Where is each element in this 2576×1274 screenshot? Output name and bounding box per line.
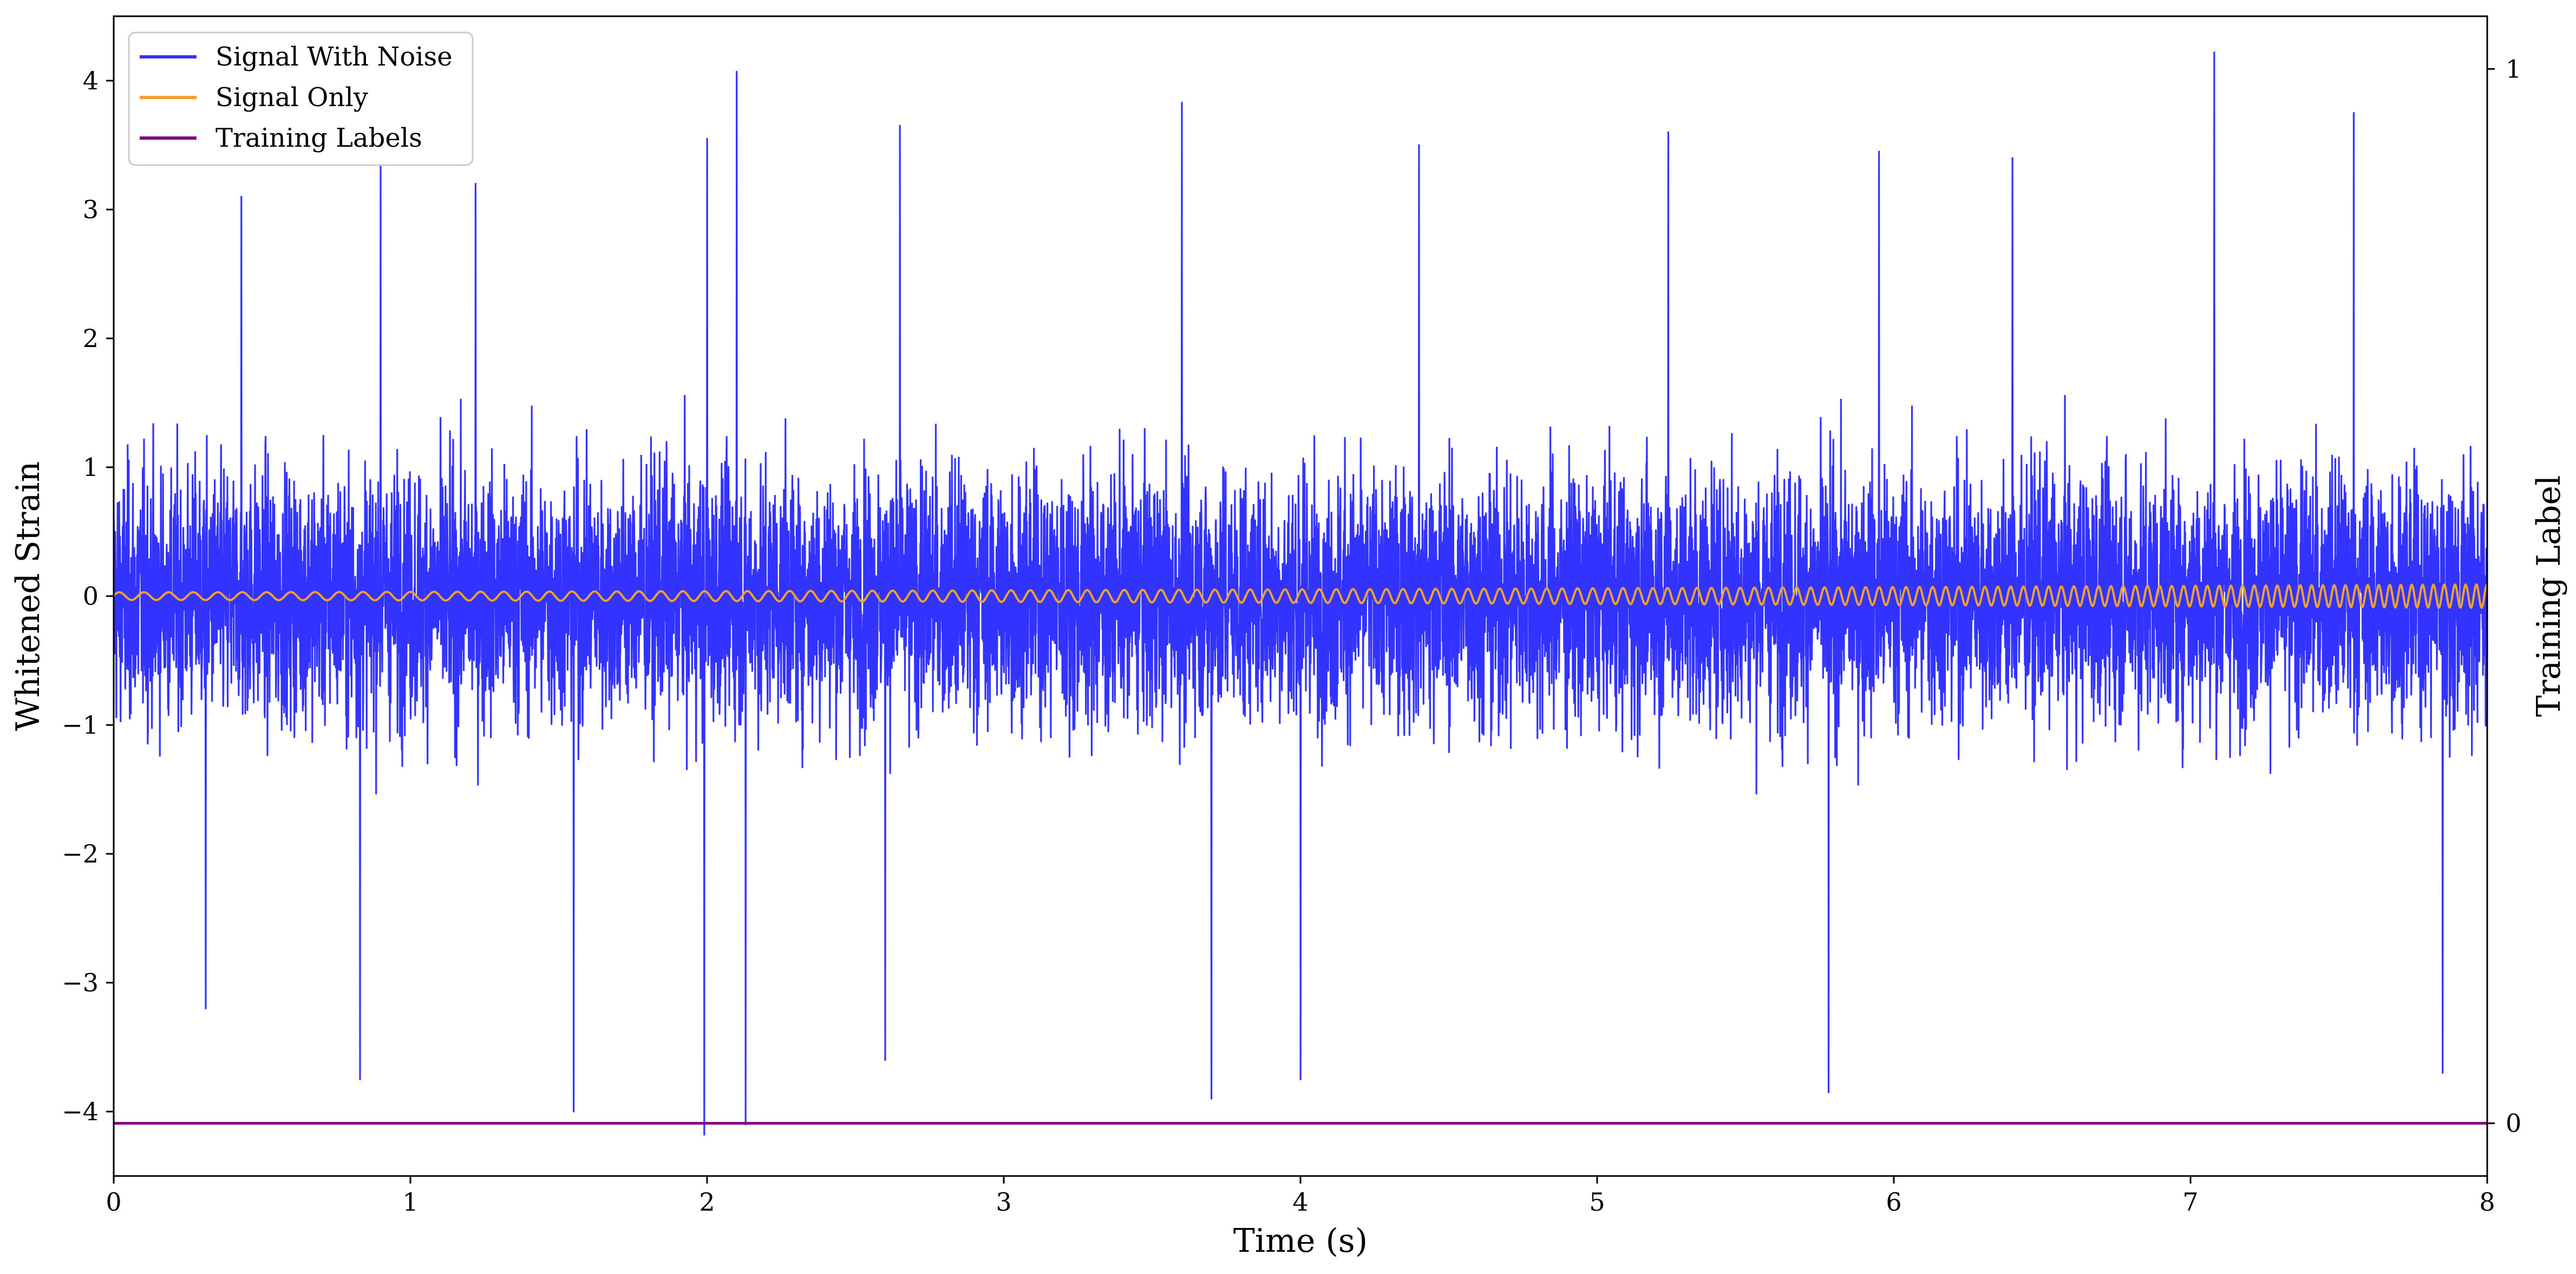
x-tick-label: 6 bbox=[1886, 1187, 1901, 1217]
x-tick-label: 4 bbox=[1292, 1187, 1308, 1217]
y-tick-label: 2 bbox=[83, 324, 99, 353]
legend-entry-signal: Signal Only bbox=[215, 82, 368, 113]
y-tick-label: −2 bbox=[62, 839, 99, 868]
x-axis-ticks: 0 1 2 3 4 5 6 7 8 bbox=[106, 1176, 2495, 1217]
signal-with-noise-series bbox=[113, 51, 2488, 1136]
y-tick-label: −1 bbox=[62, 710, 99, 740]
y-tick-label: 0 bbox=[83, 582, 99, 611]
legend-entry-noise: Signal With Noise bbox=[215, 42, 453, 72]
signal-only-series bbox=[113, 583, 2488, 610]
x-tick-label: 5 bbox=[1589, 1187, 1605, 1217]
y-axis-label: Whitened Strain bbox=[9, 461, 47, 731]
y2-axis-ticks: 01 bbox=[2487, 54, 2521, 1138]
y-tick-label: 4 bbox=[83, 66, 99, 95]
x-tick-label: 8 bbox=[2479, 1187, 2495, 1217]
x-axis-label: Time (s) bbox=[1233, 1222, 1368, 1260]
x-tick-label: 0 bbox=[106, 1187, 121, 1217]
x-tick-label: 1 bbox=[402, 1187, 418, 1217]
y-tick-label: 1 bbox=[83, 453, 99, 482]
x-tick-label: 7 bbox=[2182, 1187, 2198, 1217]
signal-only-line bbox=[113, 583, 2488, 610]
x-tick-label: 2 bbox=[699, 1187, 715, 1217]
y-tick-label: 3 bbox=[83, 195, 99, 224]
y-axis-ticks: −4 −3 −2 −1 0 1 2 3 4 bbox=[62, 66, 114, 1126]
y2-axis-label: Training Label bbox=[2530, 475, 2568, 717]
y2-tick-label: 0 bbox=[2506, 1109, 2521, 1138]
y-tick-label: −3 bbox=[62, 968, 99, 997]
signal-with-noise-line bbox=[113, 51, 2488, 1136]
x-tick-label: 3 bbox=[996, 1187, 1011, 1217]
y2-tick-label: 1 bbox=[2506, 54, 2521, 83]
legend-box bbox=[128, 31, 474, 166]
legend-entry-labels: Training Labels bbox=[215, 123, 422, 153]
y-tick-label: −4 bbox=[62, 1097, 99, 1126]
legend: Signal With Noise Signal Only Training L… bbox=[128, 31, 474, 166]
